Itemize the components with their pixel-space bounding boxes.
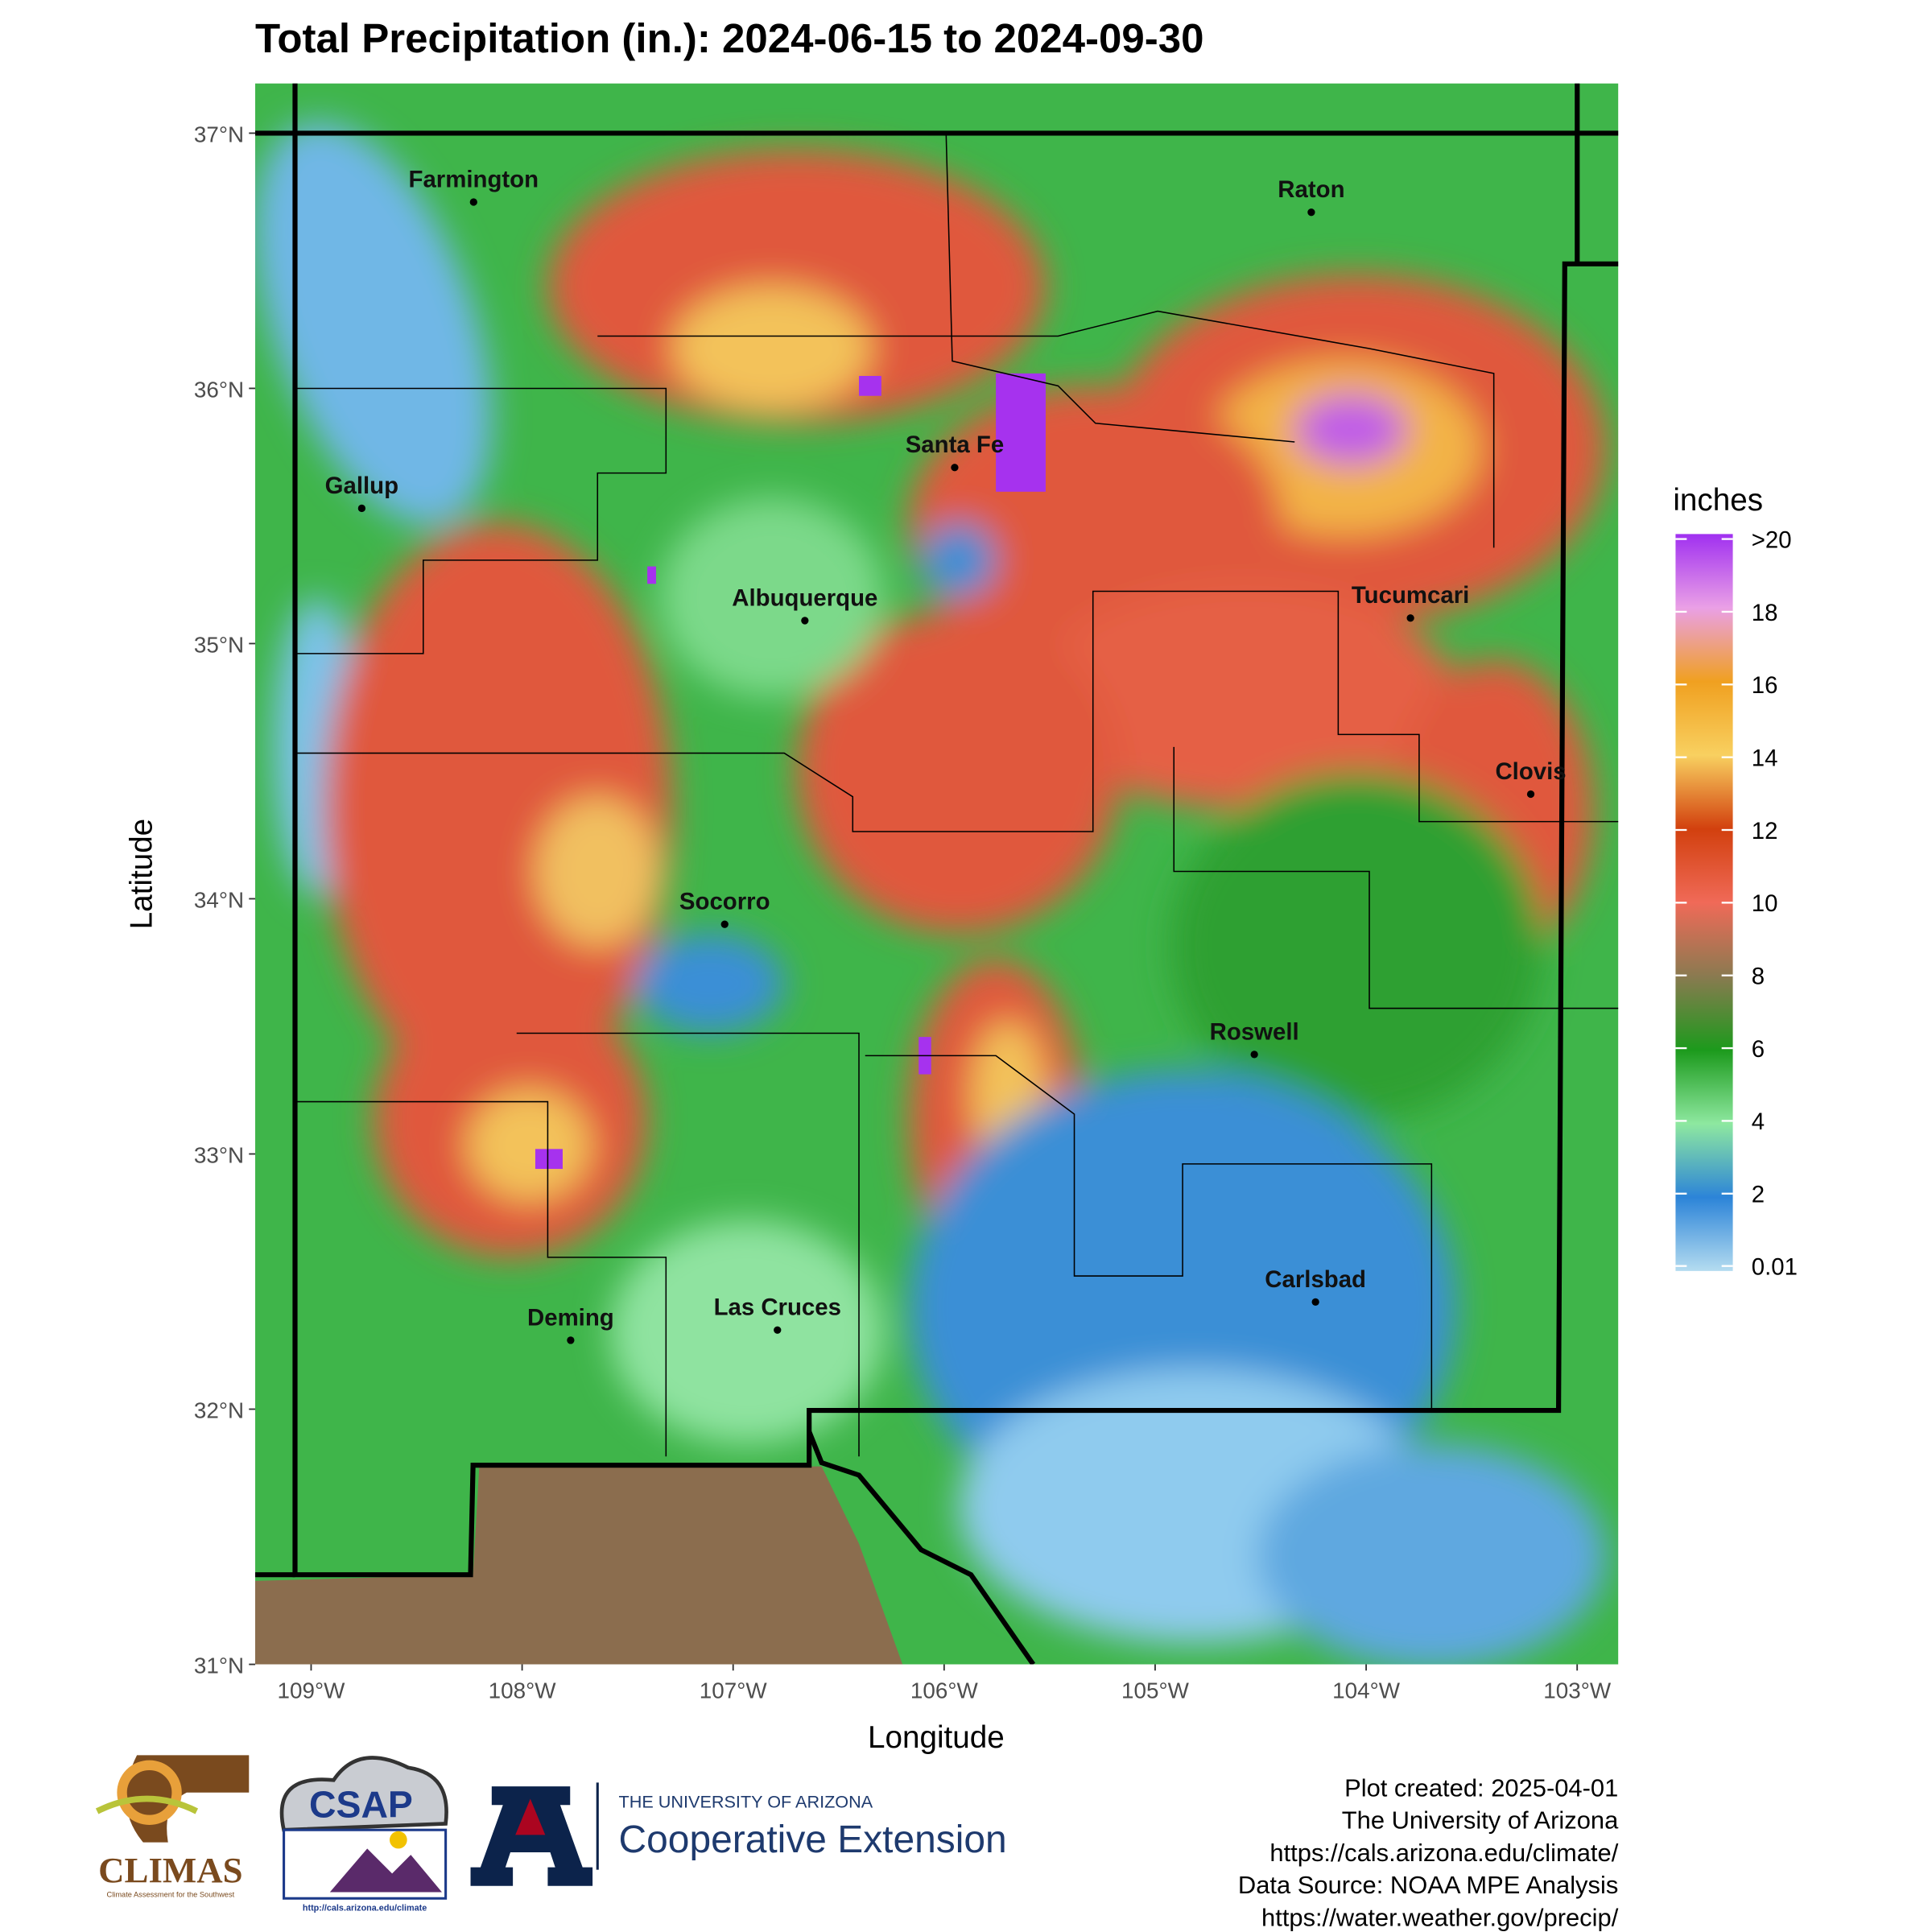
- x-tick-label: 108°W: [489, 1678, 557, 1703]
- legend-title: inches: [1673, 483, 1763, 518]
- ua-logo: THE UNIVERSITY OF ARIZONA Cooperative Ex…: [470, 1782, 1007, 1886]
- logo-text: THE UNIVERSITY OF ARIZONA: [619, 1791, 873, 1811]
- city-label: Deming: [527, 1304, 614, 1331]
- legend-tick-label: 12: [1752, 818, 1778, 844]
- logo-text: Cooperative Extension: [619, 1818, 1007, 1861]
- city-point: [1406, 614, 1414, 622]
- x-axis-title: Longitude: [868, 1720, 1005, 1755]
- x-tick-label: 104°W: [1332, 1678, 1401, 1703]
- city-point: [357, 504, 366, 513]
- city-label: Roswell: [1210, 1018, 1299, 1045]
- legend-tick-label: 2: [1752, 1182, 1765, 1208]
- city-point: [469, 198, 477, 206]
- axes: 109°W 108°W 107°W 106°W 105°W 104°W 103°W 31°N 3…: [194, 122, 1612, 1703]
- city-point: [1311, 1298, 1319, 1307]
- precip-raster: [255, 83, 1619, 1665]
- y-tick-label: 32°N: [194, 1397, 244, 1422]
- footer-line: The University of Arizona: [1342, 1806, 1619, 1835]
- legend-tick-label: 18: [1752, 600, 1778, 626]
- city-point: [801, 617, 809, 625]
- city-point: [1526, 790, 1535, 799]
- x-tick-label: 107°W: [700, 1678, 768, 1703]
- x-tick-label: 106°W: [910, 1678, 979, 1703]
- climas-logo: CLIMAS Climate Assessment for the Southw…: [95, 1755, 250, 1899]
- legend-tick-label: 10: [1752, 890, 1778, 917]
- y-tick-label: 31°N: [194, 1653, 244, 1678]
- city-point: [1307, 208, 1315, 217]
- city-label: Raton: [1278, 176, 1344, 203]
- footer-line: Data Source: NOAA MPE Analysis: [1238, 1871, 1618, 1899]
- y-tick-label: 36°N: [194, 377, 244, 402]
- csap-logo: CSAP http://cals.arizona.edu/climate: [279, 1756, 448, 1913]
- legend-tick-label: 6: [1752, 1036, 1765, 1063]
- footer: Plot created: 2025-04-01 The University …: [1238, 1773, 1619, 1931]
- city-point: [951, 464, 959, 472]
- city-point: [1250, 1051, 1258, 1059]
- city-point: [720, 920, 729, 928]
- city-label: Tucumcari: [1352, 582, 1469, 609]
- y-tick-label: 37°N: [194, 122, 244, 147]
- city-label: Clovis: [1495, 758, 1566, 785]
- legend: inches 0.01 2 4 6 8 10 12 14 16 18 >20: [1673, 483, 1798, 1280]
- city-label: Farmington: [409, 166, 539, 192]
- logo-text: CSAP: [309, 1784, 413, 1826]
- logo-text: http://cals.arizona.edu/climate: [303, 1904, 427, 1913]
- legend-tick-label: 14: [1752, 745, 1778, 771]
- city-point: [567, 1336, 575, 1344]
- x-tick-label: 109°W: [278, 1678, 346, 1703]
- logo-text: CLIMAS: [98, 1850, 242, 1890]
- x-tick-label: 105°W: [1121, 1678, 1190, 1703]
- logo-text: Climate Assessment for the Southwest: [107, 1891, 235, 1899]
- y-tick-label: 34°N: [194, 887, 244, 912]
- city-label: Carlsbad: [1265, 1266, 1366, 1293]
- legend-tick-label: 8: [1752, 964, 1765, 990]
- footer-line: Plot created: 2025-04-01: [1344, 1773, 1618, 1802]
- city-label: Santa Fe: [906, 431, 1004, 458]
- footer-line: https://cals.arizona.edu/climate/: [1269, 1839, 1618, 1867]
- legend-tick-label: 0.01: [1752, 1254, 1798, 1281]
- city-point: [774, 1326, 782, 1334]
- city-label: Albuquerque: [732, 584, 877, 611]
- legend-tick-label: 4: [1752, 1108, 1765, 1135]
- city-label: Socorro: [679, 889, 770, 915]
- y-axis-title: Latitude: [125, 819, 159, 930]
- x-tick-label: 103°W: [1543, 1678, 1612, 1703]
- city-label: Las Cruces: [714, 1294, 841, 1321]
- legend-tick-label: >20: [1752, 526, 1792, 553]
- y-tick-label: 35°N: [194, 632, 244, 657]
- legend-tick-label: 16: [1752, 672, 1778, 699]
- y-tick-label: 33°N: [194, 1142, 244, 1167]
- city-label: Gallup: [325, 473, 398, 499]
- footer-line: https://water.weather.gov/precip/: [1261, 1903, 1619, 1931]
- chart-title: Total Precipitation (in.): 2024-06-15 to…: [255, 15, 1203, 61]
